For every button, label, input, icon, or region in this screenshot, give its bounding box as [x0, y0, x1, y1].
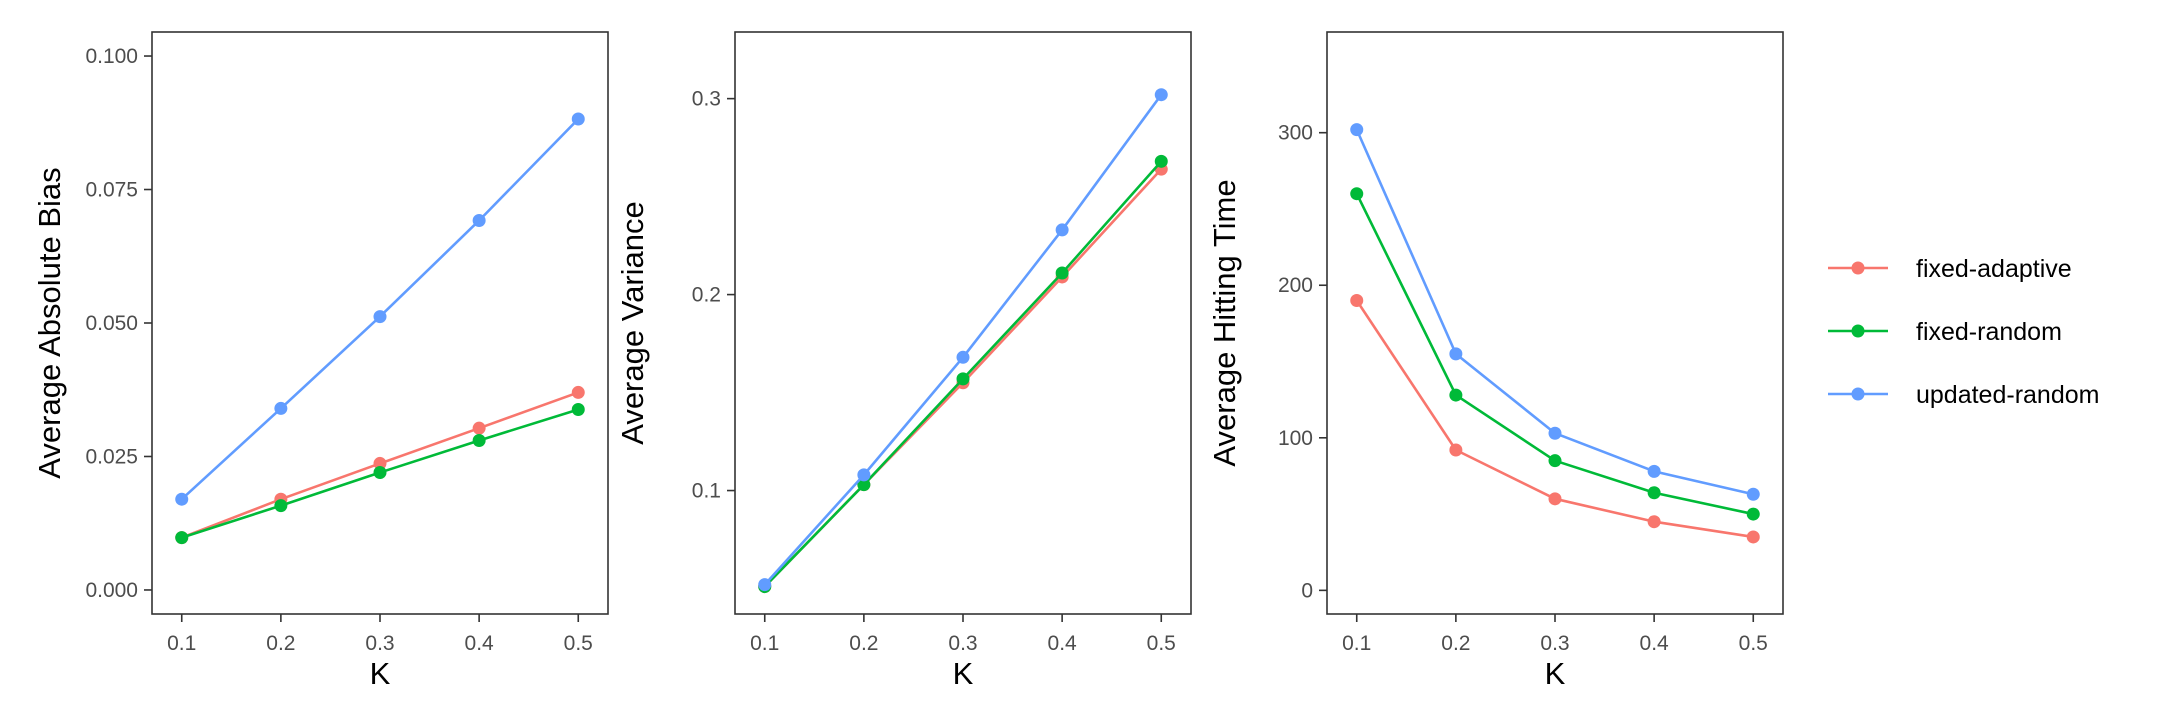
legend-label: fixed-adaptive — [1916, 255, 2072, 283]
y-tick-label: 0 — [1301, 579, 1313, 602]
x-tick-label: 0.2 — [1441, 632, 1470, 655]
y-tick-label: 0.100 — [85, 45, 138, 68]
data-point-updated-random — [956, 350, 970, 364]
data-point-updated-random — [1746, 487, 1760, 501]
data-point-updated-random — [1449, 347, 1463, 361]
x-tick-label: 0.3 — [948, 632, 977, 655]
x-tick-label: 0.5 — [1147, 632, 1176, 655]
legend-item-fixed-adaptive: fixed-adaptive — [1828, 255, 2072, 283]
legend: fixed-adaptive fixed-random updated-random — [1828, 255, 2099, 409]
legend-key-point — [1851, 387, 1865, 401]
data-point-updated-random — [373, 310, 387, 324]
y-axis-title: Average Hitting Time — [1207, 179, 1242, 466]
y-tick-label: 0.025 — [85, 445, 138, 468]
chart-panels: 0.000 0.025 0.050 0.075 0.100 0.1 0.2 0.3 0.4 0.5… — [32, 31, 1784, 691]
x-tick-label: 0.1 — [167, 632, 196, 655]
data-point-updated-random — [1055, 223, 1069, 237]
y-tick-label: 300 — [1278, 122, 1313, 145]
data-point-fixed-adaptive — [1548, 492, 1562, 506]
x-tick-label: 0.5 — [1739, 632, 1768, 655]
data-point-fixed-random — [1449, 388, 1463, 402]
x-tick-label: 0.3 — [1540, 632, 1569, 655]
data-point-fixed-random — [956, 372, 970, 386]
y-tick-label: 0.000 — [85, 579, 138, 602]
data-point-fixed-random — [1350, 187, 1364, 201]
data-point-fixed-adaptive — [373, 456, 387, 470]
data-point-fixed-adaptive — [1746, 530, 1760, 544]
y-tick-label: 200 — [1278, 274, 1313, 297]
data-point-updated-random — [857, 468, 871, 482]
y-tick-label: 0.3 — [692, 88, 721, 111]
x-tick-label: 0.1 — [750, 632, 779, 655]
data-point-fixed-adaptive — [1449, 443, 1463, 457]
data-point-updated-random — [1154, 88, 1168, 102]
y-tick-label: 0.050 — [85, 312, 138, 335]
data-point-updated-random — [571, 112, 585, 126]
data-point-updated-random — [472, 213, 486, 227]
y-tick-label: 100 — [1278, 427, 1313, 450]
data-point-fixed-adaptive — [1647, 515, 1661, 529]
data-point-fixed-random — [1055, 266, 1069, 280]
series-line-updated-random — [763, 93, 1163, 586]
data-point-fixed-adaptive — [472, 421, 486, 435]
plot-border — [1326, 31, 1784, 615]
data-point-fixed-random — [1548, 454, 1562, 468]
x-tick-label: 0.5 — [564, 632, 593, 655]
y-tick-label: 0.075 — [85, 179, 138, 202]
data-point-fixed-adaptive — [571, 385, 585, 399]
data-point-updated-random — [274, 401, 288, 415]
data-point-updated-random — [1647, 464, 1661, 478]
data-point-fixed-adaptive — [1350, 293, 1364, 307]
x-tick-label: 0.4 — [465, 632, 495, 655]
y-tick-label: 0.1 — [692, 480, 721, 503]
legend-key-point — [1851, 261, 1865, 275]
x-tick-label: 0.1 — [1342, 632, 1371, 655]
legend-label: updated-random — [1916, 381, 2099, 409]
x-axis-title: K — [953, 656, 974, 691]
chart-panel-1: 0.000 0.025 0.050 0.075 0.100 0.1 0.2 0.3 0.4 0.5… — [32, 31, 609, 691]
y-axis-title: Average Absolute Bias — [32, 167, 67, 478]
data-point-fixed-random — [373, 466, 387, 480]
chart-panel-3: 0 100 200 300 0.1 0.2 0.3 0.4 0.5 K Average Hittin… — [1207, 31, 1784, 691]
data-point-updated-random — [758, 578, 772, 592]
x-tick-label: 0.2 — [849, 632, 878, 655]
legend-label: fixed-random — [1916, 318, 2062, 346]
series-line-updated-random — [180, 118, 580, 501]
chart-panel-2: 0.1 0.2 0.3 0.1 0.2 0.3 0.4 0.5 K Average Varianc… — [615, 31, 1192, 691]
data-point-fixed-random — [274, 499, 288, 513]
x-axis-title: K — [370, 656, 391, 691]
x-tick-label: 0.3 — [365, 632, 394, 655]
plot-border — [734, 31, 1192, 615]
x-axis-title: K — [1545, 656, 1566, 691]
x-tick-label: 0.4 — [1048, 632, 1078, 655]
data-point-fixed-random — [175, 531, 189, 545]
legend-item-fixed-random: fixed-random — [1828, 318, 2062, 346]
data-point-fixed-random — [1647, 486, 1661, 500]
data-point-updated-random — [1548, 426, 1562, 440]
data-point-fixed-random — [1154, 154, 1168, 168]
x-tick-label: 0.2 — [266, 632, 295, 655]
data-point-fixed-random — [1746, 507, 1760, 521]
legend-item-updated-random: updated-random — [1828, 381, 2099, 409]
data-point-updated-random — [175, 492, 189, 506]
legend-key-point — [1851, 324, 1865, 338]
data-point-fixed-random — [571, 402, 585, 416]
data-point-updated-random — [1350, 123, 1364, 137]
y-tick-label: 0.2 — [692, 284, 721, 307]
y-axis-title: Average Variance — [615, 201, 650, 445]
data-point-fixed-random — [472, 433, 486, 447]
data-point-fixed-random — [857, 478, 871, 492]
x-tick-label: 0.4 — [1640, 632, 1670, 655]
